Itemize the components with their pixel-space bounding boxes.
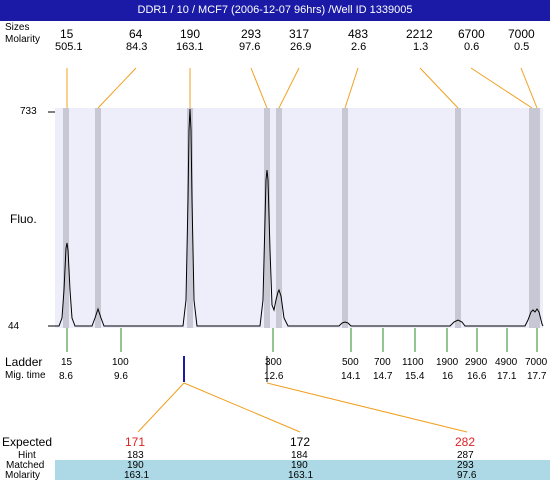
fluorescence-trace: [55, 108, 544, 327]
matched-row-label: Matched: [6, 460, 45, 471]
window-title: DDR1 / 10 / MCF7 (2006-12-07 96hrs) /Wel…: [137, 4, 413, 16]
hint-value: 184: [291, 450, 308, 461]
ladder-time: 17.1: [497, 371, 517, 382]
peak-molarity: 2.6: [351, 41, 367, 53]
peak-band: [187, 108, 193, 328]
hint-value: 287: [457, 450, 474, 461]
peak-band: [264, 108, 270, 328]
peak-molarity: 84.3: [126, 41, 148, 53]
ladder-time: 12.6: [264, 371, 284, 382]
hint-value: 183: [127, 450, 144, 461]
ladder-size: 300: [265, 357, 282, 368]
peak-band: [342, 108, 348, 328]
y-axis-label: Fluo.: [10, 212, 37, 226]
peak-molarity: 0.6: [464, 41, 480, 53]
ladder-size: 15: [61, 357, 73, 368]
peak-band: [455, 108, 461, 328]
y-max-label: 733: [20, 106, 37, 117]
molarity-value: 163.1: [288, 470, 314, 481]
peak-band: [276, 108, 282, 328]
molarity-value: 97.6: [457, 470, 477, 481]
ladder-size: 700: [374, 357, 391, 368]
expected-value: 172: [290, 435, 311, 449]
expected-value: 171: [125, 435, 146, 449]
peak-size: 317: [289, 27, 310, 41]
peak-molarity: 505.1: [55, 41, 83, 53]
peak-band: [63, 108, 69, 328]
hint-row-label: Hint: [18, 450, 36, 461]
peak-band: [534, 108, 540, 328]
peak-size: 7000: [508, 27, 535, 41]
peak-connector: [520, 67, 538, 109]
molarity-row-label-bottom: Molarity: [5, 470, 41, 481]
ladder-time: 15.4: [405, 371, 425, 382]
matched-value: 190: [291, 460, 308, 471]
plot-area: [55, 108, 543, 328]
peak-connector: [278, 67, 300, 109]
peak-molarity: 26.9: [290, 41, 312, 53]
molarity-value: 163.1: [124, 470, 150, 481]
peak-connector: [97, 67, 137, 109]
ladder-size: 7000: [525, 357, 548, 368]
peak-size: 190: [180, 27, 201, 41]
matched-value: 293: [457, 460, 474, 471]
y-min-label: 44: [8, 321, 20, 332]
peak-molarity: 0.5: [514, 41, 530, 53]
expected-connector: [183, 382, 301, 433]
ladder-size: 500: [342, 357, 359, 368]
peak-size: 483: [348, 27, 369, 41]
ladder-time: 17.7: [527, 371, 547, 382]
ladder-size: 1900: [436, 357, 459, 368]
peak-molarity: 97.6: [239, 41, 261, 53]
ladder-size: 4900: [495, 357, 518, 368]
mig-time-row-label: Mig. time: [5, 370, 46, 381]
ladder-time: 16: [442, 371, 454, 382]
peak-size: 2212: [406, 27, 433, 41]
peak-band: [95, 108, 101, 328]
peak-size: 6700: [458, 27, 485, 41]
peak-connector: [419, 67, 459, 109]
sizes-row-label: Sizes: [5, 22, 30, 33]
peak-connector: [250, 67, 268, 109]
peak-size: 293: [241, 27, 262, 41]
ladder-size: 100: [112, 357, 129, 368]
ladder-size: 1100: [402, 357, 424, 368]
expected-connector: [137, 382, 185, 433]
molarity-row-label: Molarity: [5, 34, 41, 45]
expected-connector: [266, 382, 468, 433]
title-bar: DDR1 / 10 / MCF7 (2006-12-07 96hrs) /Wel…: [0, 0, 550, 21]
expected-row-label: Expected: [2, 435, 53, 449]
peak-molarity: 1.3: [413, 41, 429, 53]
ladder-time: 8.6: [59, 371, 73, 382]
peak-size: 15: [60, 27, 74, 41]
ladder-time: 14.7: [373, 371, 393, 382]
peak-connector: [470, 67, 533, 109]
ladder-time: 14.1: [341, 371, 361, 382]
peak-connector: [344, 67, 359, 109]
peak-size: 64: [129, 27, 143, 41]
peak-band: [529, 108, 535, 328]
ladder-size: 2900: [465, 357, 488, 368]
matched-row-bg: [55, 460, 550, 480]
ladder-time: 9.6: [114, 371, 128, 382]
matched-value: 190: [127, 460, 144, 471]
ladder-time: 16.6: [467, 371, 487, 382]
expected-value: 282: [455, 435, 476, 449]
peak-molarity: 163.1: [176, 41, 204, 53]
ladder-row-label: Ladder: [5, 355, 43, 369]
